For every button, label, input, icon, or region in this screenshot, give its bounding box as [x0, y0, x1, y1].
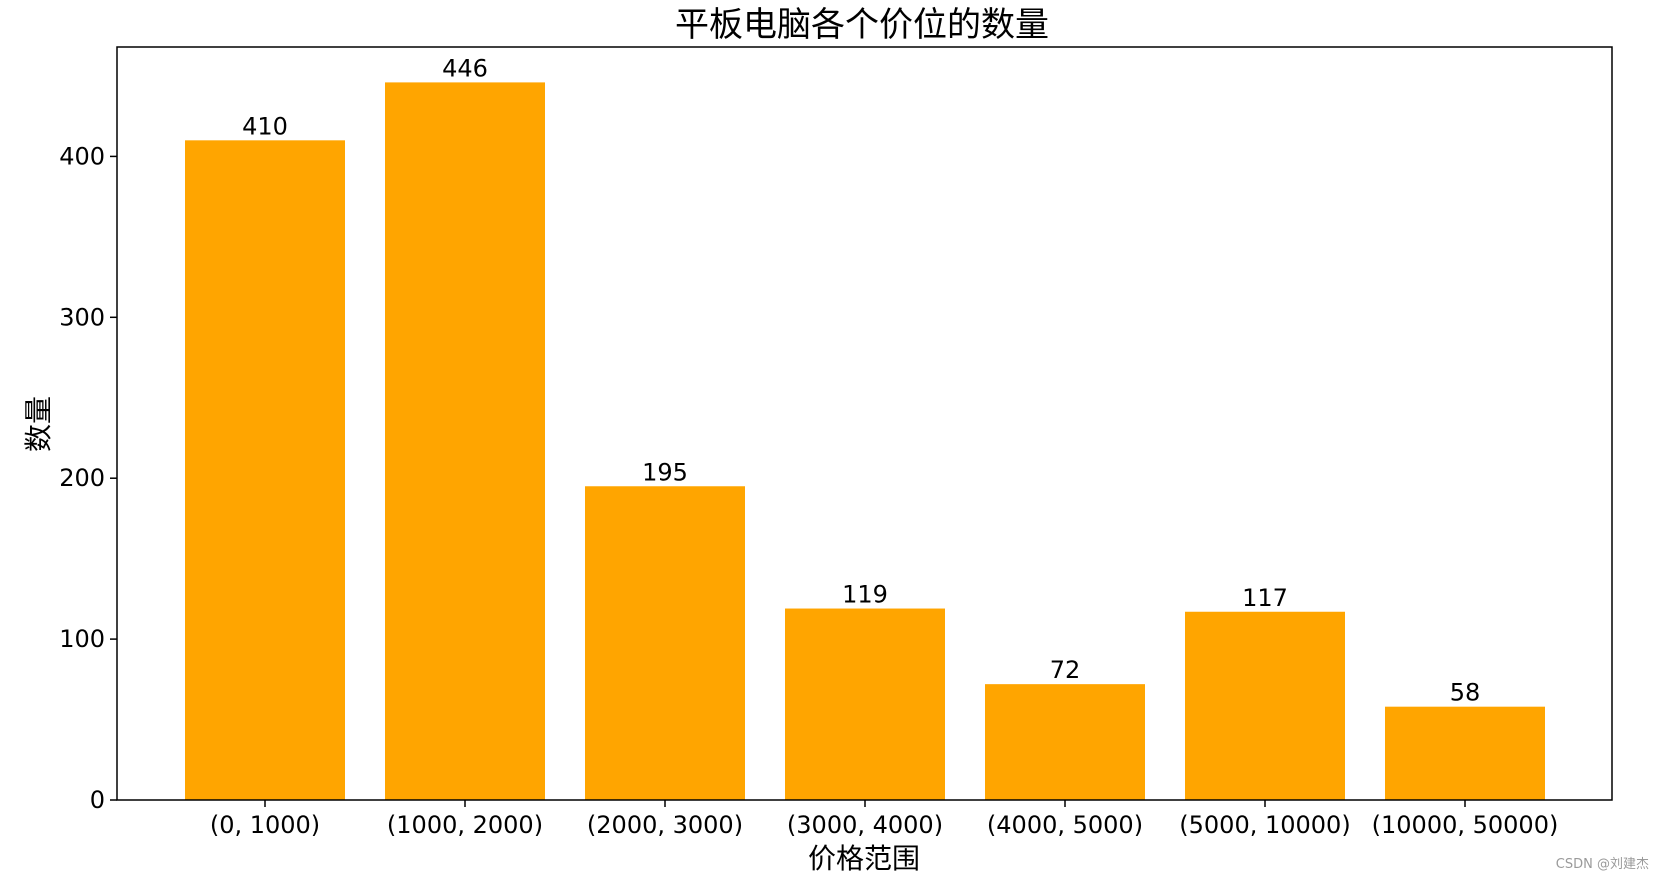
- x-tick-label: (10000, 50000): [1372, 811, 1559, 839]
- bar-value-label: 119: [842, 581, 888, 609]
- y-tick-label: 400: [59, 142, 105, 170]
- y-tick-label: 300: [59, 303, 105, 331]
- y-tick-label: 0: [90, 786, 105, 814]
- bar-value-label: 195: [642, 458, 688, 486]
- bar: [1185, 611, 1345, 800]
- bar: [585, 486, 745, 800]
- x-tick-label: (4000, 5000): [987, 811, 1143, 839]
- bar: [1385, 706, 1545, 800]
- x-axis-label: 价格范围: [808, 842, 920, 875]
- x-tick-label: (0, 1000): [210, 811, 320, 839]
- bars-group: 410 446 195 119 72 117 58: [185, 54, 1545, 801]
- bar: [185, 140, 345, 801]
- bar-value-label: 410: [242, 112, 288, 140]
- bar-value-label: 446: [442, 54, 488, 82]
- x-tick-label: (1000, 2000): [387, 811, 543, 839]
- y-tick-label: 200: [59, 464, 105, 492]
- y-tick-label: 100: [59, 625, 105, 653]
- bar: [385, 82, 545, 800]
- bar: [985, 684, 1145, 800]
- x-ticks-group: (0, 1000) (1000, 2000) (2000, 3000) (3000, …: [210, 800, 1559, 839]
- x-tick-label: (5000, 10000): [1179, 811, 1350, 839]
- y-ticks-group: 0 100 200 300 400: [59, 142, 117, 814]
- chart-title: 平板电脑各个价位的数量: [675, 5, 1049, 45]
- watermark: CSDN @刘建杰: [1555, 857, 1649, 872]
- x-tick-label: (2000, 3000): [587, 811, 743, 839]
- bar-value-label: 117: [1242, 584, 1288, 612]
- plot-frame: [116, 46, 1613, 801]
- bar-value-label: 58: [1450, 679, 1481, 707]
- bar: [785, 608, 945, 800]
- bar-value-label: 72: [1050, 656, 1081, 684]
- y-axis-label: 数量: [22, 396, 55, 452]
- x-tick-label: (3000, 4000): [787, 811, 943, 839]
